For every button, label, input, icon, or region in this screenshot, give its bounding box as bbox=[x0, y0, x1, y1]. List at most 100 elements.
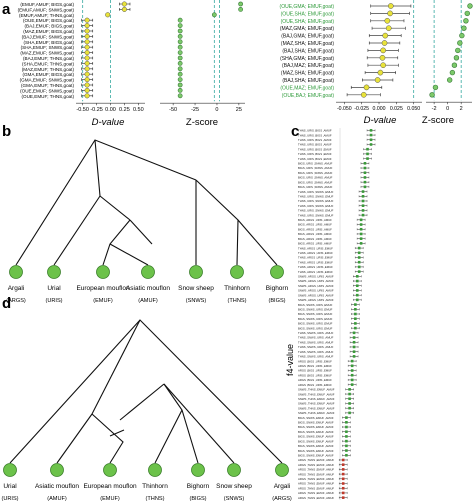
leaf-node-circle bbox=[227, 463, 241, 477]
x-tick-label: 0.50 bbox=[133, 107, 144, 113]
x-tick-label: 0.25 bbox=[119, 107, 130, 113]
f4-row-label: ARGS ,BIGS ,URIS ,EMUF bbox=[298, 364, 332, 368]
panel-a-left-row-label: (SHA,EMUF; THNS,goat) bbox=[22, 61, 74, 66]
f4-row-label: SNWS ,THNS ,EMUF ,AMUF bbox=[298, 402, 335, 406]
panel-a-left-row-label: (EMUF,AMUF; THNS,goat) bbox=[19, 13, 75, 18]
f4-point bbox=[345, 435, 348, 438]
leaf-species-name: Asiatic mouflon bbox=[35, 483, 79, 490]
dvalue-point bbox=[377, 69, 384, 76]
zscore-point bbox=[238, 6, 244, 12]
f4-point bbox=[355, 279, 359, 283]
zscore-point bbox=[177, 55, 183, 61]
f4-row-label: SNWS ,ARGS ,URIS ,AMUF bbox=[298, 279, 334, 283]
f4-row-label: ARGS ,THNS ,EMUF ,AMUF bbox=[298, 468, 334, 472]
dvalue-point bbox=[121, 6, 127, 12]
dvalue-point bbox=[84, 33, 90, 39]
f4-point bbox=[350, 383, 354, 386]
panel-a-right-row-label: (MAZ,SHA; EMUF,goat) bbox=[281, 71, 334, 77]
leaf-species-code: (ARGS) bbox=[6, 298, 26, 304]
f4-point bbox=[341, 486, 345, 490]
f4-point bbox=[341, 496, 345, 499]
panel-a-left-row-label: (BAJ,EMUF; THNS,goat) bbox=[23, 56, 74, 61]
f4-row-label: THNS ,URIS ,SNWS ,EMUF bbox=[298, 194, 334, 198]
f4-row-label: ARGS ,THNS ,EMUF ,AMUF bbox=[298, 477, 334, 481]
zscore-point bbox=[238, 1, 244, 7]
dvalue-point bbox=[379, 54, 386, 61]
zscore-point bbox=[457, 40, 463, 46]
leaf-species-name: Thinhorn bbox=[142, 483, 168, 490]
zscore-point bbox=[459, 32, 465, 39]
f4-row-label: BIGS ,SNWS ,EMUF ,AMUF bbox=[298, 435, 334, 439]
f4-point bbox=[369, 138, 373, 142]
tree-branch bbox=[129, 219, 153, 245]
panel-a-left-row-label: (GMA,EMUF; SNWS,goat) bbox=[20, 78, 75, 83]
dvalue-point bbox=[84, 66, 90, 72]
f4-point bbox=[354, 307, 357, 311]
zscore-point bbox=[177, 17, 183, 23]
f4-row-label: THNS ,ARGS ,URIS ,EMUF bbox=[298, 270, 333, 274]
f4-point bbox=[350, 373, 354, 377]
panel-letter-c: c bbox=[291, 123, 299, 140]
zscore-point bbox=[467, 3, 473, 9]
x-tick-label: -0.025 bbox=[354, 106, 369, 112]
leaf-species-name: Bighorn bbox=[187, 483, 210, 490]
zscore-point bbox=[455, 47, 461, 54]
leaf-species-name: Urial bbox=[47, 285, 61, 292]
tree-branch bbox=[9, 319, 283, 464]
f4-row-label: THNS ,ARGS ,URIS ,EMUF bbox=[298, 251, 333, 255]
zscore-point bbox=[211, 12, 217, 18]
f4-point bbox=[348, 388, 351, 391]
dvalue-point bbox=[363, 84, 370, 91]
f4-row-label: BIGS ,SNWS ,EMUF ,AMUF bbox=[298, 453, 334, 457]
dvalue-point bbox=[84, 17, 90, 23]
f4-point bbox=[369, 133, 373, 137]
f4-row-label: SNWS ,ARGS ,URIS ,AMUF bbox=[298, 298, 334, 302]
f4-row-label: BIGS ,SNWS ,EMUF ,AMUF bbox=[298, 421, 334, 425]
leaf-species-name: Argali bbox=[8, 285, 25, 292]
leaf-node-circle bbox=[96, 265, 110, 279]
panel-a-left-zscore-plot: -50 -25 0 25 bbox=[160, 0, 245, 113]
f4-row-label: BIGS ,SNWS ,EMUF ,AMUF bbox=[298, 439, 334, 443]
f4-row-label: SNWS ,ARGS ,URIS ,AMUF bbox=[298, 284, 334, 288]
f4-row-label: BIGS ,SNWS ,URIS ,EMUF bbox=[298, 317, 333, 321]
f4-point bbox=[357, 251, 361, 255]
panel-a-right-dvalue-plot: -0.050 -0.025 0.000 0.025 0.050 bbox=[336, 0, 422, 112]
f4-row-label: ARGS ,THNS ,EMUF ,AMUF bbox=[298, 482, 334, 486]
f4-point bbox=[366, 152, 369, 156]
x-tick-label: -50 bbox=[169, 107, 177, 113]
f4-row-label: BIGS ,ARGS ,URIS ,AMUF bbox=[298, 227, 332, 231]
zscore-point bbox=[177, 82, 183, 88]
leaf-node-circle bbox=[191, 463, 205, 477]
panel-a-left-dvalue-plot: -0.50 -0.25 0.00 0.25 0.50 bbox=[76, 0, 145, 113]
f4-row-label: THNS ,SNWS ,URIS ,AMUF bbox=[298, 340, 334, 344]
f4-row-label: SNWS ,THNS ,EMUF ,AMUF bbox=[298, 392, 335, 396]
f4-row-label: BIGS ,SNWS ,EMUF ,AMUF bbox=[298, 430, 334, 434]
f4-row-label: BIGS ,URIS ,SNWS ,AMUF bbox=[298, 162, 333, 166]
leaf-node-circle bbox=[50, 463, 64, 477]
f4-point bbox=[363, 185, 367, 189]
f4-point bbox=[345, 416, 348, 419]
panel-a-left-row-label: (SHA,EMUF; BIGS,goat) bbox=[23, 40, 74, 45]
zscore-point bbox=[432, 84, 439, 91]
zscore-point bbox=[453, 55, 460, 61]
f4-point bbox=[352, 350, 356, 353]
f4-point bbox=[348, 402, 351, 405]
f4-row-label: SNWS ,ARGS ,URIS ,AMUF bbox=[298, 293, 334, 297]
zscore-point bbox=[177, 44, 183, 50]
zscore-point bbox=[177, 93, 183, 99]
f4-row-label: ARGS ,THNS ,EMUF ,AMUF bbox=[298, 496, 334, 500]
panel-a-left-row-label: (EMUF,AMUF; BIGS,goat) bbox=[20, 2, 74, 7]
f4-point bbox=[341, 482, 345, 485]
f4-row-label: ARGS ,THNS ,EMUF ,AMUF bbox=[298, 463, 334, 467]
f4-point bbox=[341, 468, 345, 471]
f4-point bbox=[345, 421, 348, 424]
tree-branch bbox=[237, 219, 278, 266]
f4-point bbox=[348, 397, 351, 401]
f4-row-label: BIGS ,ARGS ,URIS ,AMUF bbox=[298, 223, 332, 227]
f4-row-label: BIGS ,SNWS ,URIS ,EMUF bbox=[298, 312, 333, 316]
f4-row-label: BIGS ,ARGS ,URIS ,AMUF bbox=[298, 237, 332, 241]
leaf-species-name: Snow sheep bbox=[178, 285, 214, 292]
tree-branch bbox=[195, 179, 239, 266]
f4-point bbox=[345, 425, 348, 429]
zscore-point bbox=[449, 69, 456, 76]
